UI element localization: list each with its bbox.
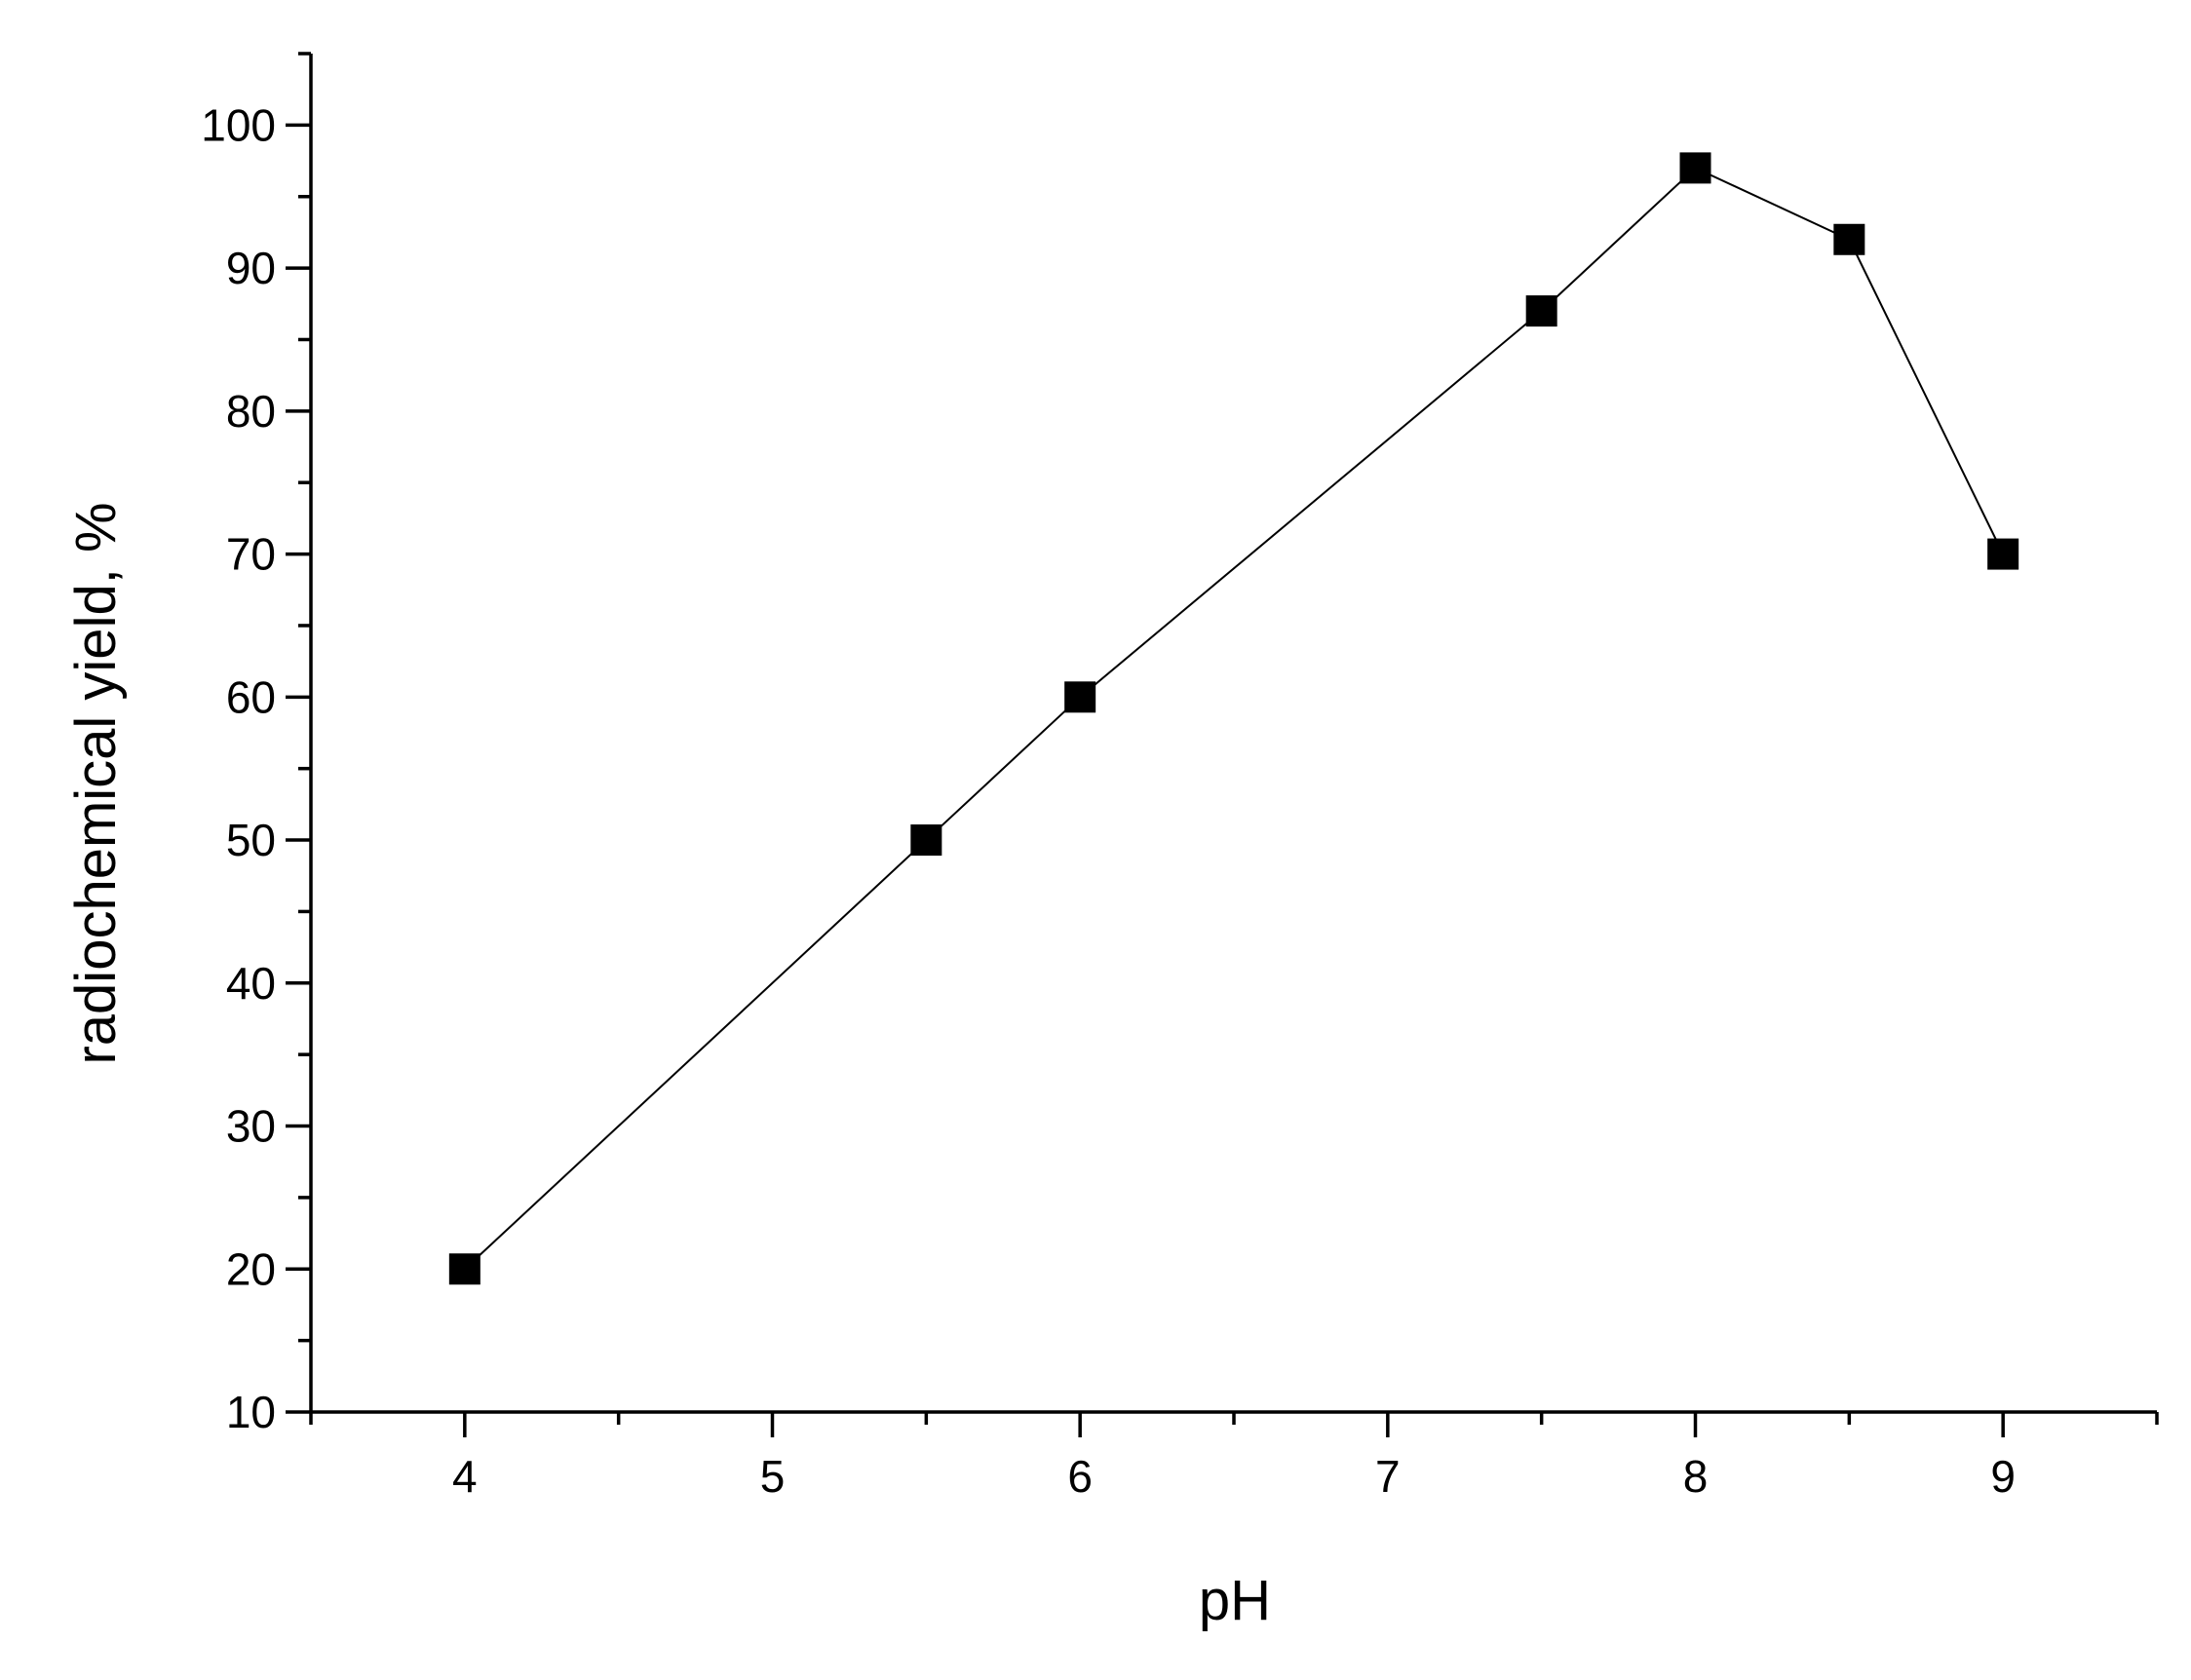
x-axis-title: pH	[1199, 1569, 1271, 1632]
x-tick-label: 8	[1683, 1451, 1709, 1502]
x-tick-label: 7	[1375, 1451, 1401, 1502]
y-tick-label: 50	[226, 815, 276, 865]
x-tick-label: 9	[1990, 1451, 2016, 1502]
marker	[910, 824, 942, 857]
marker	[1064, 681, 1096, 713]
y-tick-label: 90	[226, 243, 276, 293]
y-tick-label: 30	[226, 1101, 276, 1152]
y-tick-label: 20	[226, 1243, 276, 1294]
marker	[1833, 223, 1865, 255]
line	[464, 167, 2005, 1270]
x-tick-label: 4	[452, 1451, 478, 1502]
marker	[1679, 152, 1711, 184]
y-tick-label: 60	[226, 671, 276, 722]
y-tick-label: 70	[226, 529, 276, 580]
y-tick-label: 10	[226, 1387, 276, 1437]
x-tick-label: 5	[760, 1451, 786, 1502]
marker	[448, 1253, 480, 1285]
y-tick-label: 40	[226, 958, 276, 1009]
x-tick-label: 6	[1067, 1451, 1093, 1502]
marker	[1987, 538, 2019, 570]
marker	[1525, 295, 1557, 327]
y-axis-title: radiochemical yield, %	[64, 502, 128, 1064]
y-tick-label: 100	[201, 99, 276, 150]
y-tick-label: 80	[226, 386, 276, 437]
